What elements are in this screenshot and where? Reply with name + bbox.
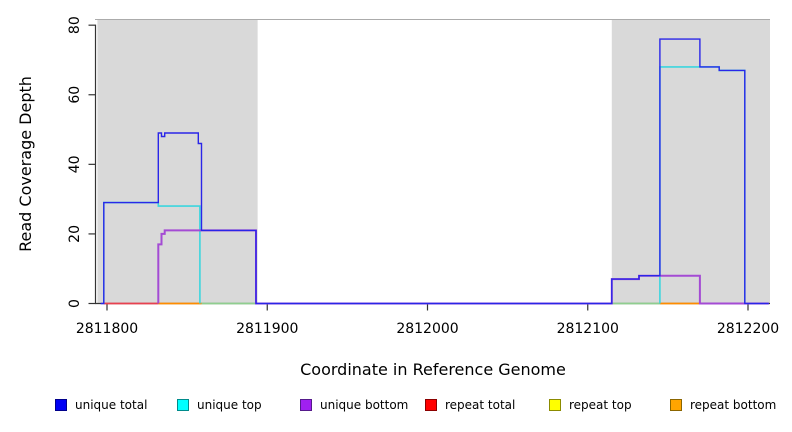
legend-label: repeat bottom [690, 398, 777, 412]
series-unique-total [100, 38, 769, 305]
unique-total-swatch-icon [55, 399, 67, 411]
legend-label: unique bottom [320, 398, 409, 412]
masked-region [97, 20, 258, 304]
legend-label: unique total [75, 398, 148, 412]
y-axis-title: Read Coverage Depth [16, 76, 35, 252]
legend-label: unique top [197, 398, 262, 412]
legend-label: repeat top [569, 398, 632, 412]
axes-layer: 2811800 2811900 2812000 2812100 2812200 0 20 40… [67, 16, 779, 337]
legend-item-unique-total: unique total [55, 398, 147, 412]
masked-region [611, 20, 770, 304]
x-tick-label: 2811800 [76, 321, 138, 337]
repeat-bottom-swatch-icon [670, 399, 682, 411]
x-tick-label: 2812200 [717, 321, 779, 337]
unique-bottom-swatch-icon [300, 399, 312, 411]
y-tick-label: 60 [67, 86, 83, 104]
legend-label: repeat total [445, 398, 516, 412]
y-tick-label: 40 [67, 155, 83, 173]
y-tick-label: 0 [67, 299, 83, 308]
x-tick-label: 2812100 [557, 321, 619, 337]
y-tick-label: 20 [67, 225, 83, 243]
legend-item-repeat-top: repeat top [549, 398, 632, 412]
legend-item-repeat-bottom: repeat bottom [670, 398, 776, 412]
x-axis-title: Coordinate in Reference Genome [300, 360, 566, 379]
unique-top-swatch-icon [177, 399, 189, 411]
legend-item-unique-bottom: unique bottom [300, 398, 408, 412]
legend: unique total unique top unique bottom re… [0, 398, 792, 422]
legend-item-repeat-total: repeat total [425, 398, 515, 412]
masked-regions-layer [97, 20, 770, 304]
repeat-total-swatch-icon [425, 399, 437, 411]
x-tick-label: 2812000 [396, 321, 458, 337]
x-tick-label: 2811900 [236, 321, 298, 337]
series-layer [100, 38, 769, 305]
legend-item-unique-top: unique top [177, 398, 262, 412]
repeat-top-swatch-icon [549, 399, 561, 411]
y-tick-label: 80 [67, 16, 83, 34]
